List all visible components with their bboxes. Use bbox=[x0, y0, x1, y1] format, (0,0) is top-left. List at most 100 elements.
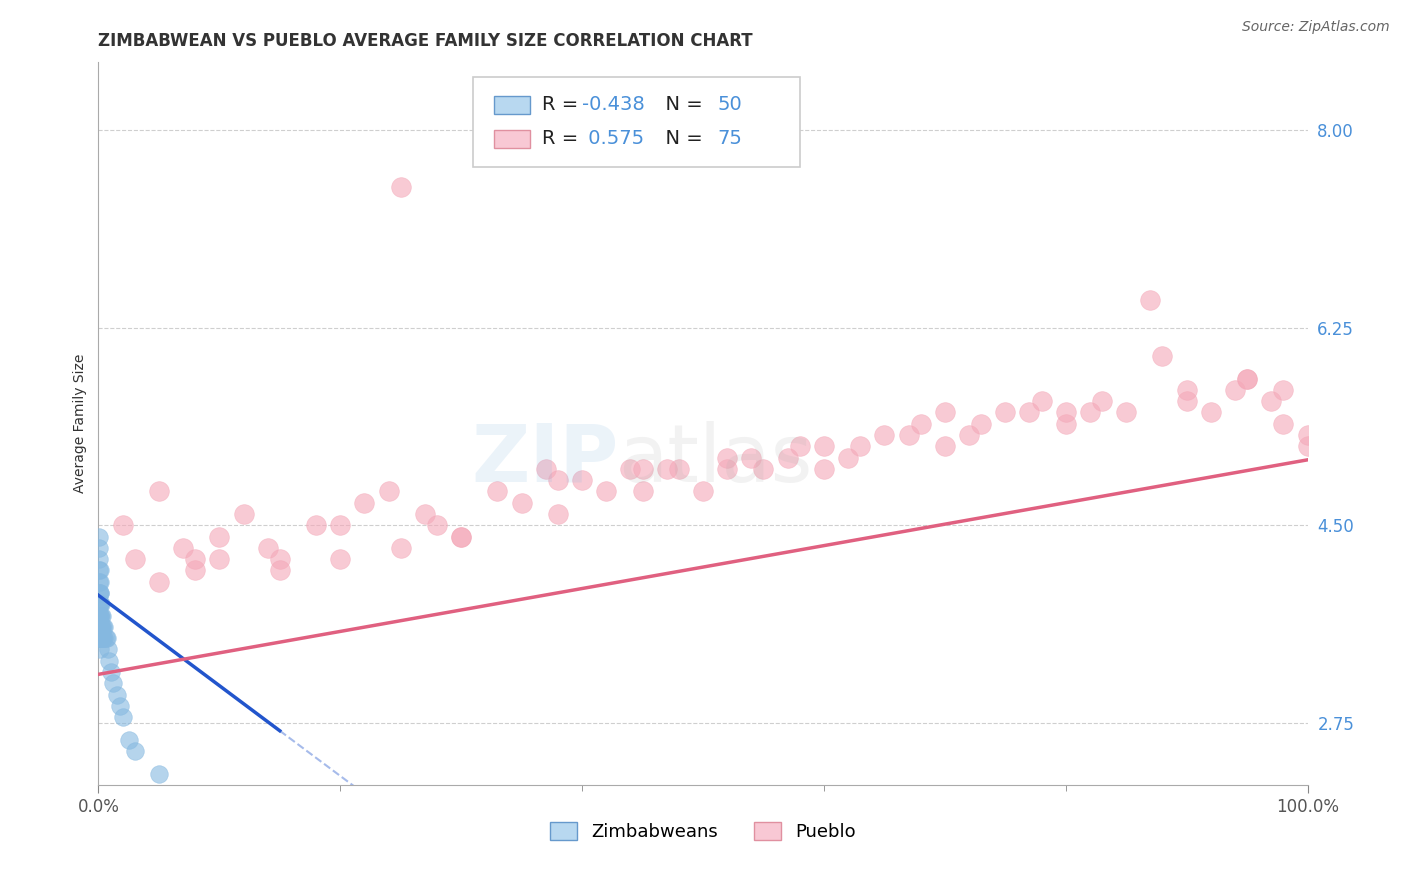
Point bbox=[619, 462, 641, 476]
Point bbox=[93, 620, 115, 634]
Point bbox=[269, 552, 291, 566]
Point bbox=[87, 598, 110, 612]
FancyBboxPatch shape bbox=[494, 130, 530, 148]
Point bbox=[1018, 405, 1040, 419]
Point bbox=[89, 642, 111, 657]
Point bbox=[87, 552, 110, 566]
Point bbox=[1272, 383, 1295, 397]
Point bbox=[89, 574, 111, 589]
Point bbox=[232, 823, 254, 838]
Point bbox=[631, 462, 654, 476]
Point bbox=[1223, 383, 1246, 397]
Point bbox=[87, 530, 110, 544]
Point bbox=[740, 450, 762, 465]
Point bbox=[776, 450, 799, 465]
Point bbox=[668, 462, 690, 476]
Point bbox=[1175, 383, 1198, 397]
Point bbox=[87, 620, 110, 634]
Text: R =: R = bbox=[543, 95, 585, 114]
Point bbox=[89, 586, 111, 600]
Point bbox=[329, 518, 352, 533]
Point bbox=[100, 665, 122, 679]
Point bbox=[1054, 405, 1077, 419]
Point bbox=[91, 608, 114, 623]
Point bbox=[897, 428, 920, 442]
Point bbox=[1296, 439, 1319, 453]
Point bbox=[124, 552, 146, 566]
Point bbox=[93, 631, 115, 645]
Point bbox=[89, 620, 111, 634]
Point bbox=[389, 541, 412, 555]
Point bbox=[1199, 405, 1222, 419]
Text: 50: 50 bbox=[717, 95, 742, 114]
Point bbox=[789, 439, 811, 453]
Point bbox=[1091, 394, 1114, 409]
Point bbox=[98, 654, 121, 668]
Point bbox=[89, 620, 111, 634]
Point bbox=[87, 631, 110, 645]
Text: Source: ZipAtlas.com: Source: ZipAtlas.com bbox=[1241, 20, 1389, 34]
Point bbox=[89, 608, 111, 623]
Text: -0.438: -0.438 bbox=[582, 95, 645, 114]
Point bbox=[1236, 371, 1258, 385]
Point bbox=[184, 564, 207, 578]
Point bbox=[752, 462, 775, 476]
Point bbox=[1152, 349, 1174, 363]
Point bbox=[547, 473, 569, 487]
Text: 0.575: 0.575 bbox=[582, 128, 644, 148]
Point bbox=[353, 496, 375, 510]
Point bbox=[111, 710, 134, 724]
Point bbox=[269, 564, 291, 578]
Point bbox=[571, 473, 593, 487]
Point bbox=[90, 620, 112, 634]
Point bbox=[837, 450, 859, 465]
Point bbox=[89, 598, 111, 612]
Point bbox=[329, 552, 352, 566]
Point bbox=[87, 564, 110, 578]
Text: ZIMBABWEAN VS PUEBLO AVERAGE FAMILY SIZE CORRELATION CHART: ZIMBABWEAN VS PUEBLO AVERAGE FAMILY SIZE… bbox=[98, 32, 754, 50]
Text: R =: R = bbox=[543, 128, 585, 148]
Point bbox=[305, 518, 328, 533]
Point bbox=[148, 574, 170, 589]
Point bbox=[90, 598, 112, 612]
Point bbox=[377, 484, 399, 499]
Point bbox=[510, 496, 533, 510]
Point bbox=[970, 417, 993, 431]
Point bbox=[957, 428, 980, 442]
Text: ZIP: ZIP bbox=[471, 421, 619, 499]
Point bbox=[97, 642, 120, 657]
Point bbox=[1272, 417, 1295, 431]
Point bbox=[413, 507, 436, 521]
Point bbox=[91, 620, 114, 634]
Point bbox=[595, 484, 617, 499]
Point bbox=[232, 507, 254, 521]
Point bbox=[118, 732, 141, 747]
Point bbox=[89, 608, 111, 623]
Point bbox=[91, 631, 114, 645]
Point bbox=[873, 428, 896, 442]
Point bbox=[90, 608, 112, 623]
Point bbox=[148, 766, 170, 780]
Point bbox=[87, 574, 110, 589]
Point bbox=[91, 620, 114, 634]
Point bbox=[124, 744, 146, 758]
Point bbox=[1296, 428, 1319, 442]
Point bbox=[184, 552, 207, 566]
Text: atlas: atlas bbox=[619, 421, 813, 499]
Point bbox=[94, 631, 117, 645]
Point bbox=[1175, 394, 1198, 409]
Point bbox=[184, 800, 207, 814]
FancyBboxPatch shape bbox=[474, 77, 800, 167]
Point bbox=[692, 484, 714, 499]
Point bbox=[486, 484, 509, 499]
Point bbox=[1054, 417, 1077, 431]
Point bbox=[111, 518, 134, 533]
Point bbox=[547, 507, 569, 521]
Point bbox=[631, 484, 654, 499]
Point bbox=[716, 450, 738, 465]
Text: N =: N = bbox=[654, 128, 710, 148]
Point bbox=[534, 462, 557, 476]
Point bbox=[655, 462, 678, 476]
Point bbox=[87, 608, 110, 623]
Point bbox=[89, 564, 111, 578]
